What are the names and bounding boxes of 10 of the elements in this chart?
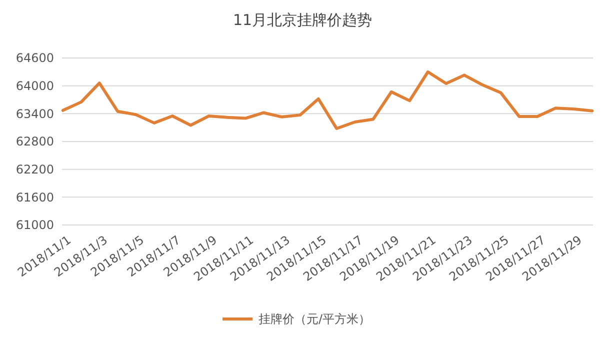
y-tick-label: 62200: [16, 162, 54, 177]
y-tick-label: 63400: [16, 106, 54, 121]
line-series: [61, 70, 594, 130]
chart-title: 11月北京挂牌价趋势: [232, 11, 372, 29]
y-tick-label: 64000: [16, 79, 54, 94]
y-tick-label: 61000: [16, 218, 54, 232]
y-tick-label: 62800: [16, 134, 54, 149]
y-tick-label: 64600: [16, 51, 54, 66]
y-tick-label: 61600: [16, 190, 54, 204]
legend-label: 挂牌价（元/平方米）: [258, 312, 371, 326]
